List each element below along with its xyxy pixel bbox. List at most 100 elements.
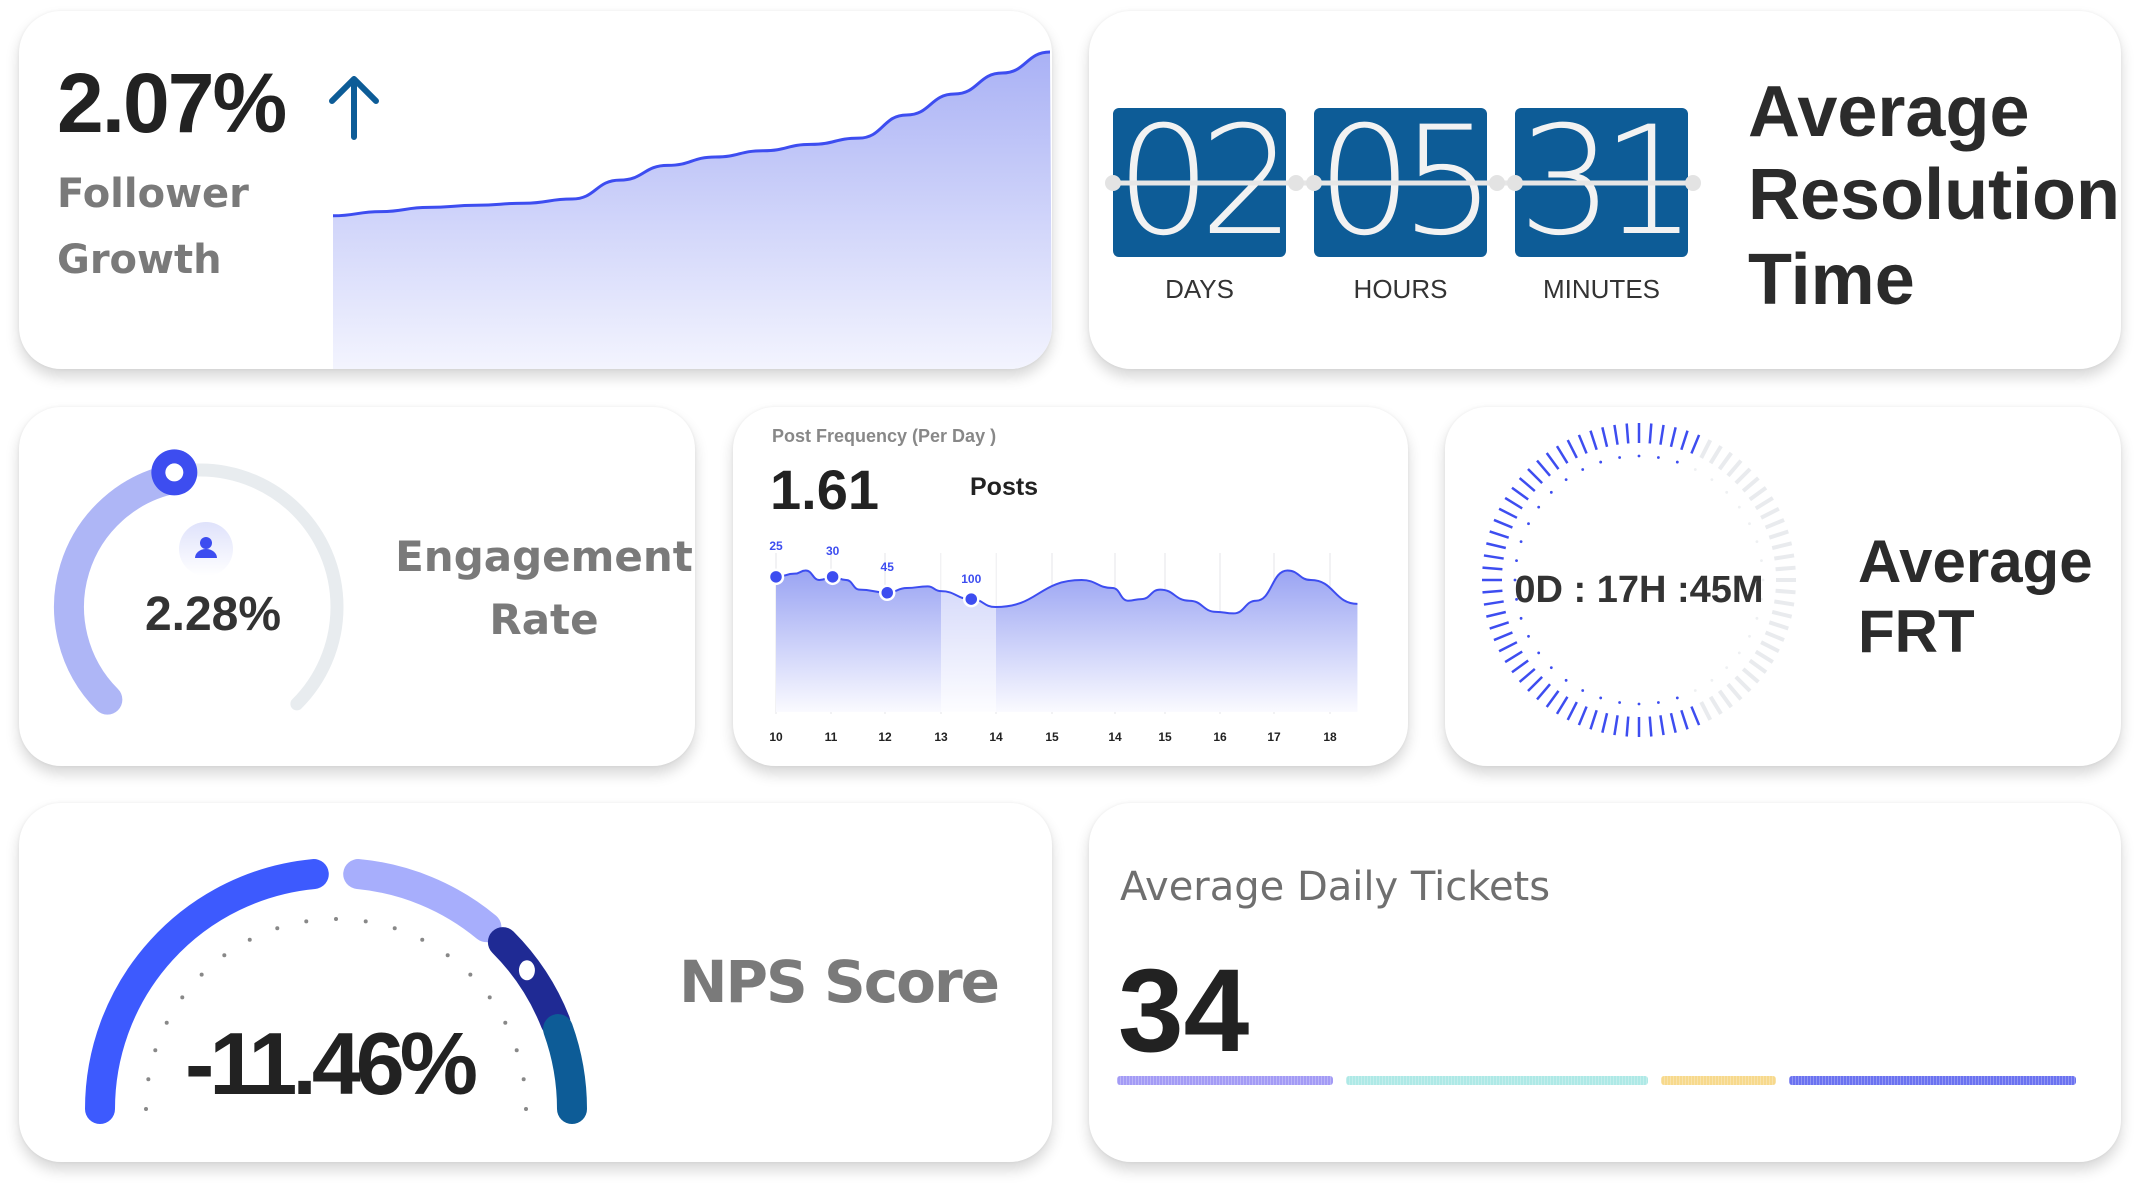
post-frequency-chart: 10 11 12 13 14 15 14 15 16 17 18 25 30 45 100 bbox=[767, 527, 1358, 744]
ring-dot bbox=[1515, 597, 1518, 601]
ring-tick bbox=[1545, 452, 1560, 470]
frt-value: 0D : 17H :45M bbox=[1514, 569, 1764, 611]
x-tick-label: 14 bbox=[1108, 730, 1122, 744]
ring-tick bbox=[1699, 439, 1713, 459]
ring-dot bbox=[1710, 478, 1714, 482]
engagement-card: 2.28% Engagement Rate bbox=[19, 407, 695, 766]
gauge-tick-dot bbox=[524, 1107, 528, 1111]
gauge-tick-dot bbox=[153, 1048, 158, 1053]
gauge-tick-dot bbox=[503, 1020, 508, 1025]
nps-label: NPS Score bbox=[679, 948, 1000, 1016]
engagement-label-1: Engagement bbox=[395, 532, 693, 581]
ring-tick bbox=[1690, 434, 1701, 454]
ring-tick bbox=[1511, 486, 1529, 501]
minutes-label: MINUTES bbox=[1543, 274, 1660, 304]
ring-tick bbox=[1482, 566, 1503, 571]
ring-tick bbox=[1536, 683, 1551, 701]
ring-tick bbox=[1483, 554, 1504, 560]
ring-tick bbox=[1566, 701, 1578, 721]
data-label: 30 bbox=[826, 544, 840, 558]
ticket-segment bbox=[1788, 1076, 2076, 1085]
ring-dot bbox=[1564, 478, 1568, 482]
gauge-tick-dot bbox=[363, 919, 368, 924]
resolution-time-card: 02 05 31 DAYS HOURS MINUTES Average Reso… bbox=[1089, 11, 2121, 369]
ring-tick bbox=[1555, 696, 1569, 715]
engagement-knob-center bbox=[165, 463, 184, 482]
ring-tick bbox=[1518, 668, 1536, 683]
ring-tick bbox=[1489, 530, 1510, 539]
data-point bbox=[878, 584, 896, 601]
x-tick-label: 13 bbox=[934, 730, 948, 744]
ring-tick bbox=[1774, 553, 1795, 561]
x-tick-label: 15 bbox=[1045, 730, 1059, 744]
ring-tick bbox=[1527, 468, 1544, 485]
ring-tick bbox=[1760, 506, 1780, 520]
ring-tick bbox=[1717, 689, 1733, 709]
gauge-tick-dot bbox=[146, 1077, 151, 1082]
ring-tick bbox=[1489, 621, 1510, 630]
ring-tick bbox=[1748, 658, 1768, 674]
ring-tick bbox=[1708, 695, 1723, 715]
ring-dot bbox=[1656, 456, 1660, 459]
ring-dot bbox=[1693, 689, 1697, 692]
flip-divider-line bbox=[1105, 175, 1701, 191]
ring-tick bbox=[1748, 486, 1768, 502]
ring-dot bbox=[1725, 666, 1729, 670]
gauge-tick-dot bbox=[392, 926, 397, 931]
ring-dot bbox=[1737, 505, 1741, 509]
data-label: 45 bbox=[881, 560, 895, 574]
ring-dot bbox=[1755, 540, 1759, 544]
ring-tick bbox=[1625, 716, 1630, 737]
gauge-tick-dot bbox=[164, 1020, 169, 1025]
x-tick-label: 15 bbox=[1158, 730, 1172, 744]
ring-tick bbox=[1504, 496, 1523, 510]
engagement-progress bbox=[54, 463, 191, 715]
ring-dot bbox=[1581, 689, 1585, 692]
ring-dot bbox=[1618, 456, 1622, 459]
ring-dot bbox=[1549, 490, 1553, 494]
ticket-segment bbox=[1117, 1076, 1334, 1085]
gauge-tick-dot bbox=[144, 1107, 148, 1111]
ticket-segment bbox=[1660, 1076, 1776, 1085]
follower-growth-label-2: Growth bbox=[57, 237, 222, 283]
frt-card: 0D : 17H :45M Average FRT bbox=[1445, 407, 2121, 766]
ring-dot bbox=[1737, 651, 1741, 655]
data-point bbox=[824, 568, 841, 586]
ring-tick bbox=[1498, 507, 1518, 519]
ring-dot bbox=[1675, 460, 1679, 464]
ring-tick bbox=[1734, 467, 1752, 485]
follower-growth-area bbox=[333, 52, 1052, 369]
x-tick-label: 16 bbox=[1213, 730, 1227, 744]
ring-tick bbox=[1536, 459, 1551, 477]
nps-segment bbox=[343, 859, 502, 943]
data-label: 100 bbox=[961, 572, 981, 586]
ring-tick bbox=[1768, 529, 1789, 540]
x-tick-label: 12 bbox=[878, 730, 892, 744]
ring-tick bbox=[1493, 518, 1513, 529]
gauge-tick-dot bbox=[334, 917, 338, 921]
post-frequency-area bbox=[776, 570, 1358, 712]
ring-dot bbox=[1519, 540, 1523, 544]
ring-tick bbox=[1482, 589, 1503, 594]
ring-tick bbox=[1483, 600, 1504, 606]
daily-tickets-value: 34 bbox=[1118, 945, 1250, 1077]
ring-tick bbox=[1613, 715, 1619, 736]
ring-tick bbox=[1680, 709, 1689, 730]
ring-tick bbox=[1545, 690, 1560, 708]
ring-tick bbox=[1555, 445, 1569, 464]
ring-tick bbox=[1741, 476, 1760, 493]
ring-tick bbox=[1613, 424, 1619, 445]
resolution-title-1: Average bbox=[1748, 72, 2030, 152]
ring-tick bbox=[1625, 423, 1630, 444]
ring-tick bbox=[1504, 650, 1523, 664]
ring-dot bbox=[1599, 696, 1603, 700]
x-tick-label: 17 bbox=[1267, 730, 1281, 744]
ring-dot bbox=[1725, 490, 1729, 494]
ring-tick bbox=[1648, 716, 1653, 737]
follower-growth-label-1: Follower bbox=[57, 171, 249, 217]
gauge-tick-dot bbox=[247, 937, 252, 942]
ring-tick bbox=[1601, 712, 1609, 733]
follower-growth-card: 2.07% Follower Growth bbox=[19, 11, 1052, 369]
ring-dot bbox=[1537, 505, 1541, 509]
ring-tick bbox=[1493, 631, 1513, 642]
